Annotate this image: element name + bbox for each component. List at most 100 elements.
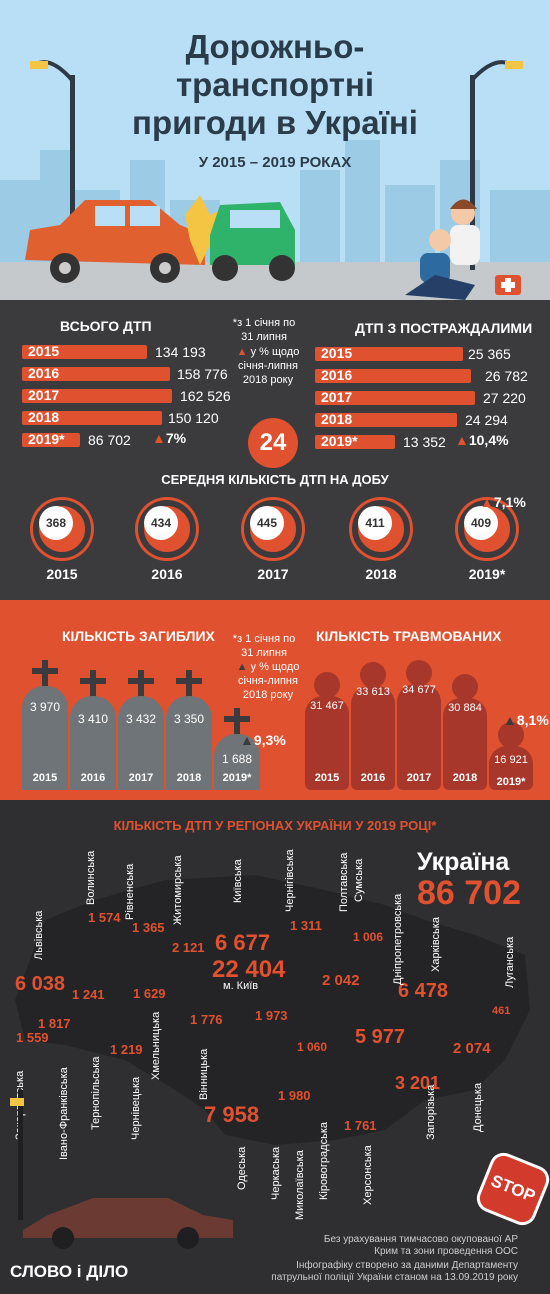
daily-year: 2015 <box>46 566 78 582</box>
deaths-change-value: 9,3% <box>253 732 286 748</box>
car-crash-illustration <box>25 195 295 283</box>
grave-shape <box>214 734 260 790</box>
cross-bar <box>224 716 250 722</box>
injured-dtp-value: 26 782 <box>485 368 528 384</box>
region-name: Полтавська <box>338 852 350 912</box>
cross-bar <box>32 668 58 674</box>
injured-heading: КІЛЬКІСТЬ ТРАВМОВАНИХ <box>316 628 502 644</box>
daily-gauge: 409 <box>458 500 516 558</box>
person-body <box>305 696 349 790</box>
daily-year: 2019* <box>468 566 506 582</box>
total-year: 2016 <box>28 365 60 381</box>
brand-logo[interactable]: СЛОВО і ДІЛО <box>10 1262 129 1281</box>
deaths-year: 2018 <box>176 772 202 784</box>
injured-dtp-value: 25 365 <box>468 346 511 362</box>
footer-note-2: Інфографіку створено за даними Департаме… <box>271 1260 518 1283</box>
region-name: Житомирська <box>172 855 184 925</box>
region-name: Рівненська <box>124 863 136 920</box>
street-lamp-left-icon <box>30 60 75 270</box>
percent-note: ▲ у % щодо січня-липня 2018 року <box>228 660 308 702</box>
region-name: Волинська <box>85 850 97 905</box>
first-aid-illustration <box>405 199 521 300</box>
region-name: Тернопільська <box>90 1056 102 1130</box>
injured-dtp-value: 27 220 <box>483 390 526 406</box>
person-body <box>489 746 533 790</box>
injured-value: 33 613 <box>356 686 390 698</box>
grave-shape <box>22 686 68 790</box>
region-value-odeska: 7 958 <box>204 1102 260 1127</box>
region-name: Вінницька <box>198 1048 210 1100</box>
total-value: 134 193 <box>155 344 206 360</box>
total-year: 2015 <box>28 343 60 359</box>
person-head-icon <box>498 722 524 748</box>
region-value-poltavska: 2 042 <box>322 972 360 989</box>
injured-year: 2015 <box>314 772 340 784</box>
total-bar <box>22 389 172 403</box>
injured-dtp-year: 2019* <box>321 433 358 449</box>
region-value-zaporizka: 3 201 <box>395 1073 441 1093</box>
daily-value: 409 <box>464 506 498 540</box>
total-year: 2019* <box>28 431 65 447</box>
region-value-vinnytska: 1 776 <box>190 1012 223 1027</box>
region-value-lvivska: 6 038 <box>15 973 66 995</box>
region-name: Кіровоградська <box>318 1122 330 1200</box>
country-total: 86 702 <box>417 874 521 912</box>
daily-change: ▲7,1% <box>480 494 526 510</box>
injured-dtp-bar <box>315 369 471 383</box>
injured-value: 34 677 <box>402 684 436 696</box>
person-body <box>443 698 487 790</box>
injured-dtp-bar <box>315 347 463 361</box>
region-value-volynska: 1 574 <box>88 910 121 925</box>
percent-note-text: у % щодо січня-липня 2018 року <box>238 346 300 386</box>
cross-icon <box>186 670 192 704</box>
kyiv-city-label: м. Київ <box>223 980 259 992</box>
daily-value: 411 <box>358 506 392 540</box>
person-body <box>351 686 395 790</box>
total-bar <box>22 433 80 447</box>
region-name: Київська <box>232 859 244 903</box>
cross-icon <box>90 670 96 704</box>
hours-badge: 24 <box>248 418 298 468</box>
region-name: Одеська <box>236 1146 248 1190</box>
injured-year: 2018 <box>452 772 478 784</box>
region-value-kyiv-city: 22 404 <box>212 956 286 983</box>
injured-dtp-year: 2016 <box>321 367 353 383</box>
total-value: 86 702 <box>88 432 131 448</box>
cross-bar <box>80 678 106 684</box>
arrow-up-icon: ▲ <box>236 661 248 673</box>
cross-icon <box>42 660 48 696</box>
total-bar <box>22 367 170 381</box>
deaths-heading: КІЛЬКІСТЬ ЗАГИБЛИХ <box>62 628 215 644</box>
arrow-up-icon: ▲ <box>480 494 494 510</box>
total-value: 158 776 <box>177 366 228 382</box>
cross-bar <box>176 678 202 684</box>
region-value-chernivetska: 1 219 <box>110 1042 143 1057</box>
daily-gauge: 445 <box>244 500 302 558</box>
region-name: Хмельницька <box>150 1011 162 1080</box>
region-value-sumska: 1 006 <box>353 930 384 944</box>
cross-icon <box>138 670 144 704</box>
daily-heading: СЕРЕДНЯ КІЛЬКІСТЬ ДТП НА ДОБУ <box>161 472 389 487</box>
page-subtitle: У 2015 – 2019 РОКАХ <box>198 154 352 171</box>
region-value-khmelnytska: 1 629 <box>133 986 166 1001</box>
street-lamp-bottom-icon <box>10 1090 24 1220</box>
person-head-icon <box>406 660 432 686</box>
percent-note: ▲ у % щодо січня-липня 2018 року <box>228 345 308 387</box>
daily-item: 368 2015 <box>33 500 91 582</box>
grave-shape <box>70 696 116 790</box>
region-value-rivnenska: 1 365 <box>132 920 165 935</box>
injured-dtp-value: 24 294 <box>465 412 508 428</box>
total-year: 2017 <box>28 387 60 403</box>
region-value-dnipro: 5 977 <box>355 1026 406 1048</box>
injured-change: ▲8,1% <box>503 712 549 728</box>
injured-dtp-year: 2018 <box>321 411 353 427</box>
deaths-value: 3 350 <box>173 712 205 726</box>
cross-bar <box>128 678 154 684</box>
grave-shape <box>118 696 164 790</box>
arrow-up-icon: ▲ <box>152 430 166 446</box>
injured-dtp-change-value: 10,4% <box>468 432 509 448</box>
daily-value: 368 <box>39 506 73 540</box>
percent-note-text: у % щодо січня-липня 2018 року <box>238 661 300 701</box>
country-name: Україна <box>417 848 510 876</box>
person-body <box>397 684 441 790</box>
